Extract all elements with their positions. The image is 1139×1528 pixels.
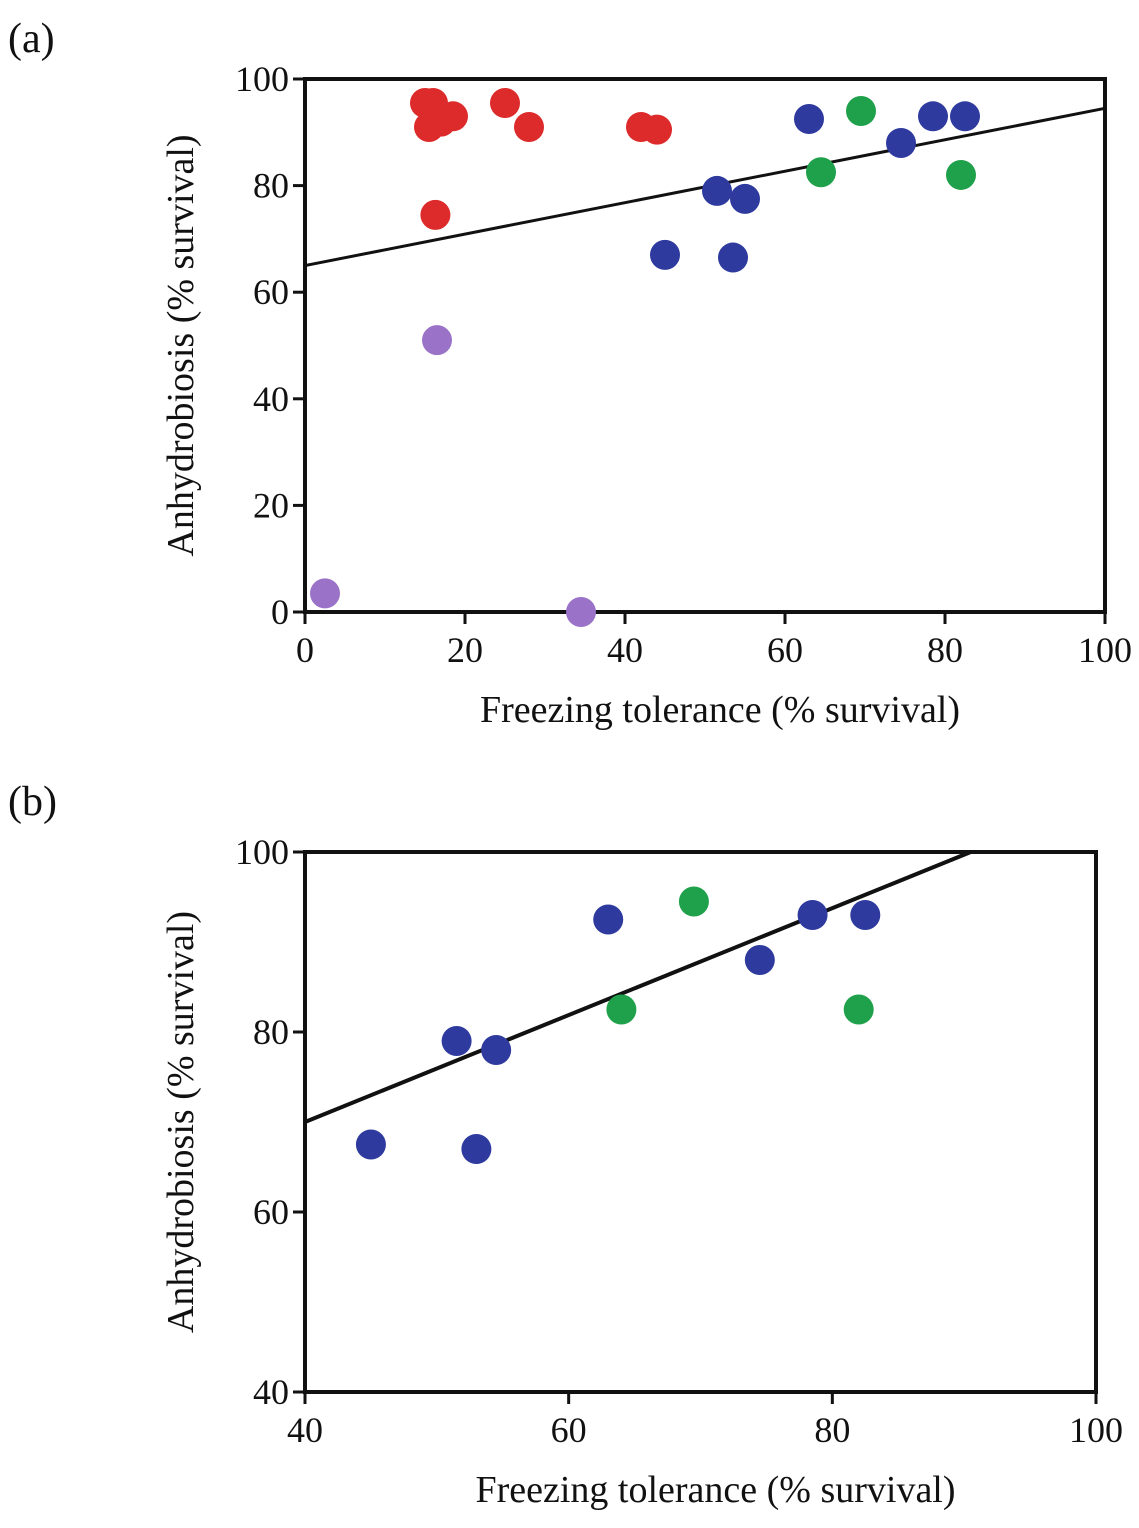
y-tick-label: 0 bbox=[271, 592, 289, 632]
chart-panel-a: (a) 0 20 40 60 80 100 0 20 40 60 80 100 Freezing tole… bbox=[8, 16, 1132, 731]
x-tick-label: 80 bbox=[814, 1410, 850, 1450]
data-point-blue bbox=[794, 103, 824, 134]
data-point-purple bbox=[422, 325, 452, 356]
data-point-purple bbox=[310, 578, 340, 609]
chart-panel-b: (b) 40 60 80 100 40 60 80 100 Freezing tolerance … bbox=[8, 779, 1123, 1511]
x-axis-title: Freezing tolerance (% survival) bbox=[480, 689, 960, 731]
data-point-blue bbox=[797, 900, 828, 930]
y-axis-title: Anhydrobiosis (% survival) bbox=[160, 911, 202, 1333]
data-point-green bbox=[606, 994, 637, 1025]
data-point-blue bbox=[744, 945, 775, 975]
data-point-blue bbox=[950, 101, 980, 132]
panel-label: (a) bbox=[8, 16, 55, 62]
data-point-blue bbox=[593, 904, 624, 935]
plot-frame bbox=[303, 850, 1098, 1394]
data-point-red bbox=[490, 87, 520, 118]
data-point-red bbox=[514, 111, 544, 142]
regression-line bbox=[304, 850, 972, 1124]
x-tick-label: 60 bbox=[551, 1410, 587, 1450]
y-tick-label: 60 bbox=[253, 1192, 289, 1232]
data-point-green bbox=[806, 157, 836, 188]
x-tick-label: 100 bbox=[1078, 630, 1132, 670]
x-axis-title: Freezing tolerance (% survival) bbox=[475, 1469, 955, 1511]
y-tick-label: 20 bbox=[253, 485, 289, 525]
x-tick-label: 0 bbox=[296, 630, 314, 670]
data-point-blue bbox=[730, 183, 760, 214]
data-point-red bbox=[642, 114, 672, 145]
data-point-blue bbox=[481, 1035, 512, 1065]
y-tick-label: 100 bbox=[235, 832, 289, 872]
x-tick-label: 100 bbox=[1069, 1410, 1123, 1450]
data-point-blue bbox=[441, 1026, 472, 1056]
data-point-red bbox=[438, 101, 468, 132]
data-point-purple bbox=[566, 597, 596, 627]
y-tick-label: 80 bbox=[253, 166, 289, 206]
data-point-blue bbox=[702, 175, 732, 206]
y-tick-label: 40 bbox=[253, 379, 289, 419]
y-axis-title: Anhydrobiosis (% survival) bbox=[160, 134, 202, 556]
data-point-blue bbox=[886, 127, 916, 158]
data-point-green bbox=[846, 95, 876, 126]
y-tick-label: 60 bbox=[253, 272, 289, 312]
data-point-blue bbox=[850, 900, 881, 930]
data-point-green bbox=[678, 886, 709, 917]
data-point-blue bbox=[718, 242, 748, 273]
x-tick-label: 40 bbox=[607, 630, 643, 670]
y-tick-label: 100 bbox=[235, 59, 289, 99]
plot-frame bbox=[303, 77, 1107, 614]
x-tick-label: 80 bbox=[927, 630, 963, 670]
x-tick-label: 20 bbox=[447, 630, 483, 670]
y-tick-label: 80 bbox=[253, 1012, 289, 1052]
y-tick-label: 40 bbox=[253, 1372, 289, 1412]
data-point-green bbox=[843, 994, 874, 1025]
x-tick-label: 40 bbox=[287, 1410, 323, 1450]
data-point-blue bbox=[650, 239, 680, 270]
panel-label: (b) bbox=[8, 779, 57, 825]
data-point-blue bbox=[355, 1129, 386, 1160]
x-tick-label: 60 bbox=[767, 630, 803, 670]
data-point-green bbox=[946, 159, 976, 190]
data-point-red bbox=[420, 199, 451, 230]
data-point-blue bbox=[918, 101, 948, 132]
data-point-blue bbox=[461, 1134, 492, 1164]
